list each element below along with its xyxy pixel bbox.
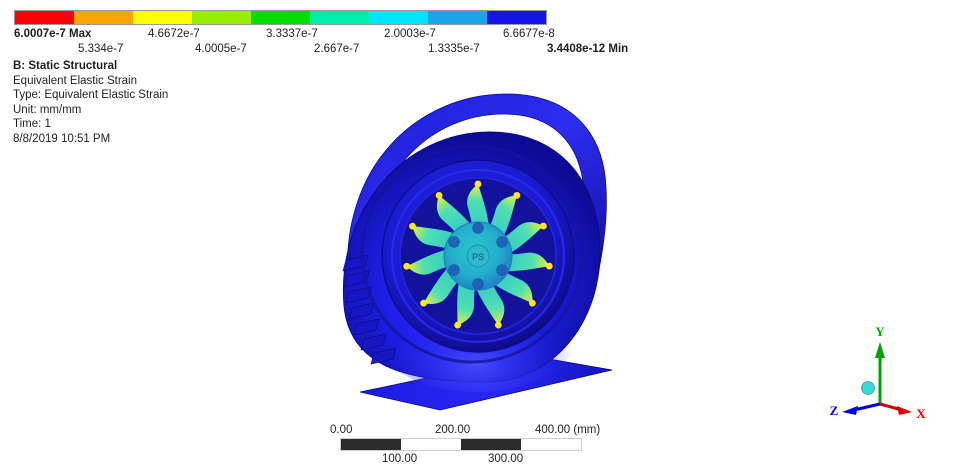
scale-tick-top-1: 200.00: [435, 424, 471, 436]
legend-label-top-0: 6.0007e-7 Max: [14, 28, 92, 40]
legend-colorbar: [14, 10, 547, 25]
scale-bar-segment-1: [401, 439, 461, 450]
axis-triad[interactable]: Y X Z: [818, 322, 928, 430]
scale-tick-top-0: 0.00: [330, 424, 353, 436]
legend-band-6: [369, 11, 428, 24]
z-axis-line: [853, 402, 881, 412]
z-axis-arrow: [842, 406, 858, 415]
legend-band-8: [487, 11, 546, 24]
scale-bar: 0.00 200.00 400.00 (mm) 100.00 300.00: [330, 424, 680, 468]
origin-sphere: [861, 381, 875, 395]
scale-bar-segment-0: [341, 439, 401, 450]
result-unit: Unit: mm/mm: [13, 103, 82, 116]
legend-band-7: [428, 11, 487, 24]
hub-bolt-holes: [448, 222, 508, 290]
legend-label-top-3: 2.0003e-7: [384, 28, 436, 40]
legend-label-top-2: 3.3337e-7: [266, 28, 318, 40]
legend-band-2: [133, 11, 192, 24]
wheel-tire-model[interactable]: PS: [300, 70, 660, 420]
z-axis-label: Z: [830, 403, 839, 418]
scale-bar-track: [340, 438, 582, 451]
tire-inner-ring: [360, 144, 584, 364]
result-type: Type: Equivalent Elastic Strain: [13, 89, 169, 102]
x-axis-arrow: [897, 406, 912, 415]
result-name: Equivalent Elastic Strain: [13, 74, 138, 87]
result-info-block: B: Static Structural Equivalent Elastic …: [13, 59, 168, 147]
legend-label-bottom-4: 3.4408e-12 Min: [547, 43, 629, 55]
hub-center-cap: [466, 244, 490, 268]
hub-center-text: PS: [472, 252, 484, 262]
legend-label-bottom-3: 1.3335e-7: [428, 43, 480, 55]
legend-label-top-4: 6.6677e-8: [503, 28, 555, 40]
y-axis-label: Y: [875, 324, 885, 339]
legend-band-3: [192, 11, 251, 24]
legend-band-5: [310, 11, 369, 24]
legend-label-bottom-2: 2.667e-7: [314, 43, 360, 55]
analysis-system-title: B: Static Structural: [13, 60, 118, 72]
legend-label-bottom-0: 5.334e-7: [78, 43, 124, 55]
scale-tick-bottom-1: 300.00: [488, 453, 524, 465]
result-timestamp: 8/8/2019 10:51 PM: [13, 132, 111, 145]
legend-band-0: [15, 11, 74, 24]
y-axis-arrow: [875, 342, 885, 358]
scale-tick-top-2: 400.00 (mm): [535, 424, 601, 436]
scale-tick-bottom-0: 100.00: [382, 453, 418, 465]
x-axis-label: X: [916, 406, 926, 421]
spoke-stress-hotspots: [403, 180, 553, 329]
legend-band-1: [74, 11, 133, 24]
legend-band-4: [251, 11, 310, 24]
result-legend: 6.0007e-7 Max 4.6672e-7 3.3337e-7 2.0003e-7…: [0, 0, 700, 60]
legend-label-top-1: 4.6672e-7: [148, 28, 200, 40]
scale-bar-segment-3: [521, 439, 581, 450]
result-time: Time: 1: [13, 118, 51, 131]
wheel-rim-lip: [390, 168, 566, 344]
scale-bar-segment-2: [461, 439, 521, 450]
legend-label-bottom-1: 4.0005e-7: [195, 43, 247, 55]
